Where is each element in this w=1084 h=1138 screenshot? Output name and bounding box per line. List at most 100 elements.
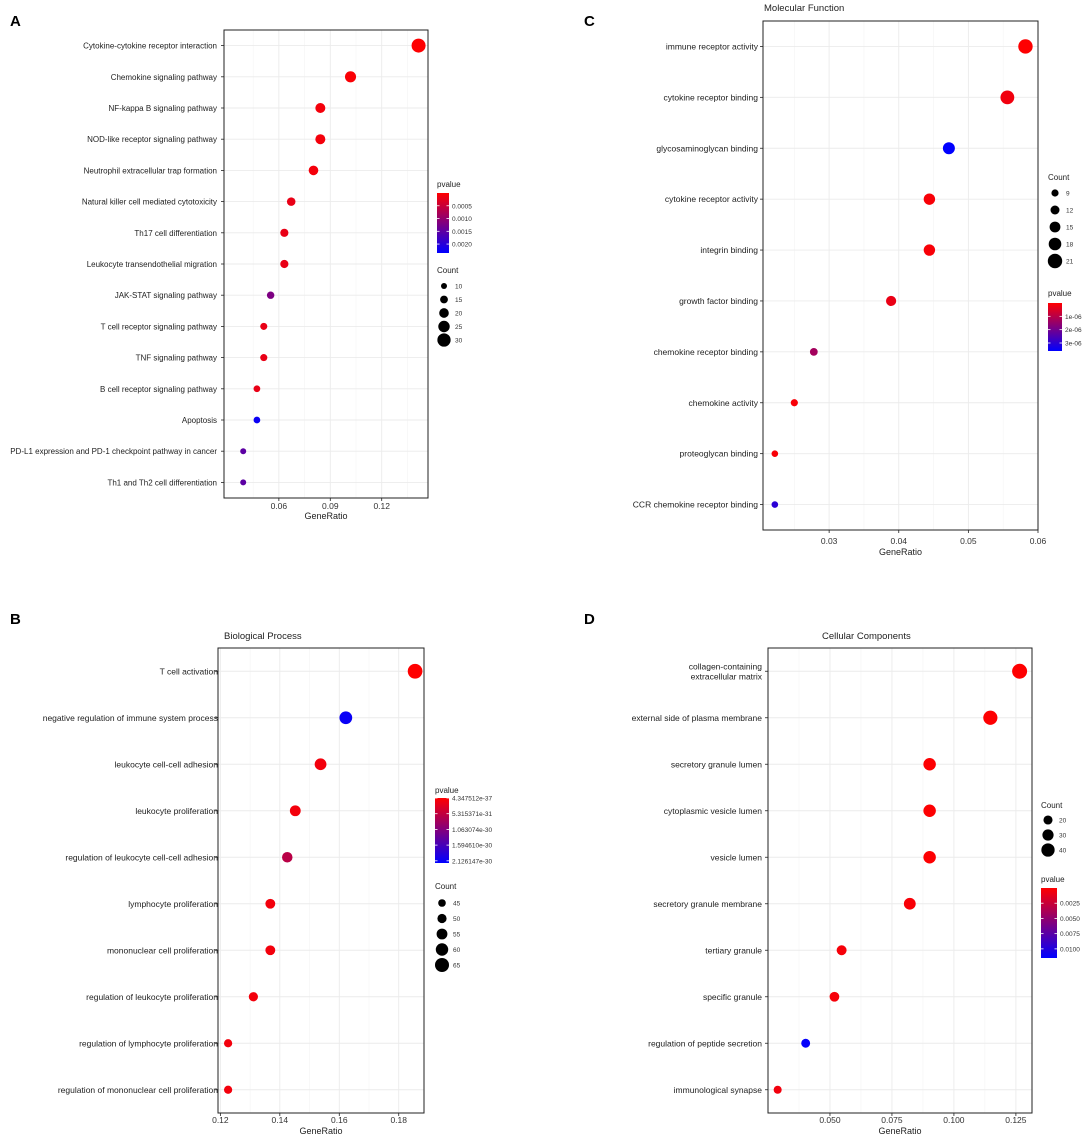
color-legend-label: 4.347512e-37 bbox=[452, 796, 493, 803]
size-legend-dot bbox=[1041, 843, 1055, 857]
category-label: B cell receptor signaling pathway bbox=[100, 385, 217, 394]
category-label: Cytokine-cytokine receptor interaction bbox=[83, 42, 217, 51]
x-tick-label: 0.125 bbox=[1005, 1115, 1027, 1125]
color-legend-label: 0.0075 bbox=[1060, 931, 1080, 938]
data-point bbox=[289, 805, 301, 817]
size-legend-label: 10 bbox=[455, 284, 463, 291]
size-legend-label: 25 bbox=[455, 324, 463, 331]
data-point bbox=[280, 228, 289, 237]
data-point bbox=[315, 103, 326, 113]
color-legend-title: pvalue bbox=[437, 180, 461, 189]
data-point bbox=[1018, 39, 1033, 54]
category-label: cytokine receptor activity bbox=[665, 194, 759, 204]
data-point bbox=[411, 38, 426, 53]
category-label: Chemokine signaling pathway bbox=[111, 73, 217, 82]
data-point bbox=[942, 142, 955, 155]
size-legend-label: 30 bbox=[455, 338, 463, 345]
size-legend-label: 18 bbox=[1066, 242, 1074, 249]
size-legend-dot bbox=[436, 928, 448, 940]
data-point bbox=[308, 165, 319, 176]
category-label: cytoplasmic vesicle lumen bbox=[664, 806, 763, 816]
category-label: collagen-containing extracellular matrix bbox=[689, 661, 763, 681]
size-legend-dot bbox=[1043, 815, 1053, 825]
size-legend-title: Count bbox=[435, 882, 457, 891]
category-label: immune receptor activity bbox=[666, 41, 759, 51]
size-legend-title: Count bbox=[1048, 173, 1070, 182]
color-legend-label: 0.0050 bbox=[1060, 916, 1080, 923]
data-point bbox=[265, 945, 276, 956]
color-legend-label: 2e-06 bbox=[1065, 327, 1082, 334]
color-legend-label: 5.315371e-31 bbox=[452, 811, 493, 818]
size-legend-label: 60 bbox=[453, 947, 461, 954]
category-label: vesicle lumen bbox=[711, 852, 763, 862]
data-point bbox=[339, 711, 353, 725]
color-bar bbox=[1048, 303, 1062, 351]
data-point bbox=[790, 399, 798, 407]
size-legend-label: 20 bbox=[455, 311, 463, 318]
color-legend-label: 2.126147e-30 bbox=[452, 858, 493, 865]
category-label: external side of plasma membrane bbox=[632, 713, 763, 723]
size-legend-dot bbox=[1051, 189, 1059, 197]
size-legend-title: Count bbox=[1041, 801, 1063, 810]
color-bar bbox=[1041, 888, 1057, 958]
size-legend-dot bbox=[439, 308, 449, 318]
size-legend-label: 65 bbox=[453, 963, 461, 970]
panel-b: B Biological Process T cell activation nega… bbox=[10, 611, 493, 1136]
color-legend-label: 0.0100 bbox=[1060, 946, 1080, 953]
data-point bbox=[223, 1085, 233, 1094]
data-point bbox=[809, 347, 818, 356]
category-label: regulation of peptide secretion bbox=[648, 1038, 762, 1048]
data-point bbox=[1000, 90, 1015, 105]
panel-letter: D bbox=[584, 611, 595, 628]
x-tick-label: 0.12 bbox=[373, 501, 390, 511]
size-legend-dot bbox=[437, 333, 451, 347]
data-point bbox=[286, 197, 296, 206]
category-label: NOD-like receptor signaling pathway bbox=[87, 135, 217, 144]
category-label: regulation of leukocyte proliferation bbox=[86, 992, 218, 1002]
x-tick-label: 0.16 bbox=[331, 1115, 348, 1125]
category-label: secretory granule membrane bbox=[653, 899, 762, 909]
size-legend-dot bbox=[1050, 205, 1060, 215]
x-axis-title: GeneRatio bbox=[299, 1126, 342, 1136]
data-point bbox=[344, 71, 357, 83]
color-legend-label: 1.594610e-30 bbox=[452, 843, 493, 850]
category-label: tertiary granule bbox=[705, 945, 762, 955]
data-point bbox=[282, 852, 293, 863]
size-legend-label: 21 bbox=[1066, 259, 1074, 266]
size-legend-dot bbox=[441, 283, 447, 289]
data-point bbox=[773, 1085, 782, 1094]
panel-c: C Molecular Function immune receptor activ… bbox=[584, 3, 1082, 557]
x-axis-title: GeneRatio bbox=[878, 1126, 921, 1136]
category-label: JAK-STAT signaling pathway bbox=[115, 291, 217, 300]
size-legend-dot bbox=[438, 899, 446, 907]
category-label: Natural killer cell mediated cytotoxicit… bbox=[82, 198, 217, 207]
data-point bbox=[260, 322, 268, 330]
category-label: Leukocyte transendothelial migration bbox=[87, 260, 217, 269]
size-legend-label: 55 bbox=[453, 932, 461, 939]
color-legend-title: pvalue bbox=[435, 786, 459, 795]
size-legend-dot bbox=[438, 320, 450, 333]
data-point bbox=[983, 710, 998, 725]
x-tick-label: 0.06 bbox=[271, 501, 288, 511]
data-point bbox=[836, 945, 847, 956]
x-tick-label: 0.04 bbox=[890, 536, 907, 546]
plot-background bbox=[763, 21, 1038, 530]
x-tick-label: 0.14 bbox=[272, 1115, 289, 1125]
color-bar bbox=[437, 193, 449, 253]
category-label: mononuclear cell proliferation bbox=[107, 945, 218, 955]
panel-title: Molecular Function bbox=[764, 3, 844, 14]
size-legend-label: 40 bbox=[1059, 848, 1067, 855]
color-legend-label: 3e-06 bbox=[1065, 341, 1082, 348]
category-label: Th1 and Th2 cell differentiation bbox=[107, 478, 217, 487]
data-point bbox=[265, 898, 276, 909]
size-legend-dot bbox=[1049, 221, 1061, 233]
x-tick-label: 0.06 bbox=[1030, 536, 1047, 546]
size-legend-label: 12 bbox=[1066, 208, 1074, 215]
data-point bbox=[1012, 663, 1028, 679]
size-legend-label: 50 bbox=[453, 916, 461, 923]
data-point bbox=[240, 479, 247, 486]
plot-frame bbox=[762, 20, 1039, 531]
size-legend-dot bbox=[1047, 253, 1063, 269]
category-label: PD-L1 expression and PD-1 checkpoint pat… bbox=[10, 447, 217, 456]
